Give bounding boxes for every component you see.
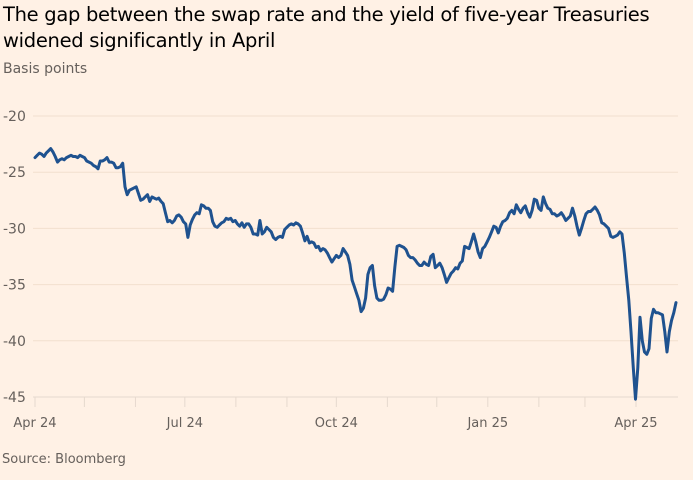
source-note: Source: Bloomberg [2, 452, 126, 467]
y-tick-label: -40 [3, 334, 26, 350]
x-tick-label: Oct 24 [315, 416, 358, 431]
y-axis-unit-label: Basis points [3, 61, 88, 77]
y-tick-label: -20 [3, 109, 26, 125]
x-axis: Apr 24 Jul 24 Oct 24 Jan 25 Apr 25 [13, 397, 658, 431]
x-tick-label: Apr 25 [614, 416, 657, 431]
gridlines [33, 115, 678, 398]
x-tick-label: Apr 24 [13, 416, 56, 431]
y-axis: -20 -25 -30 -35 -40 -45 [3, 109, 26, 406]
y-tick-label: -45 [3, 390, 26, 406]
series-group [33, 147, 678, 401]
series-line [33, 147, 678, 401]
y-tick-label: -30 [3, 221, 26, 237]
y-tick-label: -35 [3, 278, 26, 294]
chart-title: The gap between the swap rate and the yi… [3, 3, 650, 52]
x-tick-label: Jan 25 [466, 416, 508, 431]
x-tick-label: Jul 24 [166, 416, 203, 431]
y-tick-label: -25 [3, 165, 26, 181]
